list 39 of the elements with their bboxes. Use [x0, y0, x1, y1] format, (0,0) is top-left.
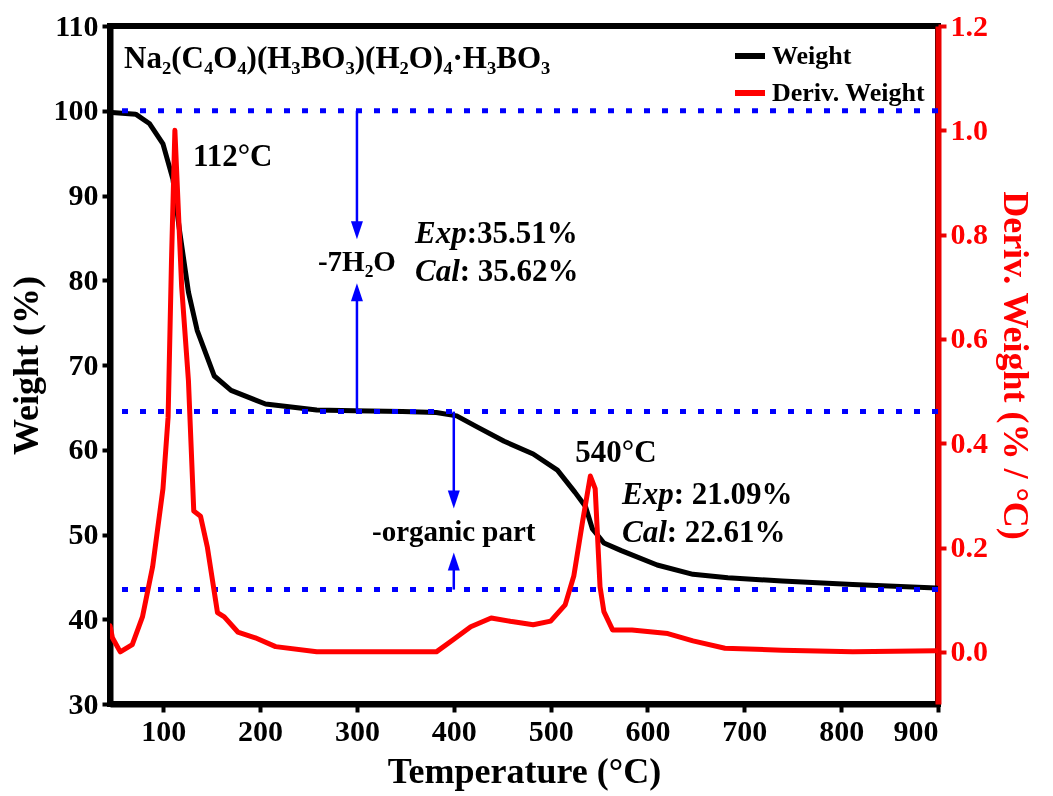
x-axis-title: Temperature (°C) — [387, 750, 662, 791]
y2-tick-label: 0.4 — [950, 425, 988, 459]
y2-tick-label: 1.2 — [950, 8, 988, 42]
y-tick-label: 80 — [68, 262, 99, 296]
y2-tick-label: 0.0 — [950, 634, 988, 668]
text: Na₂(C₄O₄)(H₃BO₃)(H₂O)₄·H₃BO₃ — [124, 40, 551, 75]
y-tick-label: 40 — [68, 601, 99, 635]
y2-axis-title: Deriv. Weight (% / °C) — [996, 191, 1036, 540]
x-tick-label: 100 — [141, 713, 187, 747]
legend-label: Weight — [772, 41, 852, 70]
annotation: 540°C — [575, 434, 657, 470]
annotation: Cal: 22.61% — [622, 513, 786, 549]
y-tick-label: 70 — [68, 347, 99, 381]
x-tick-label: 600 — [625, 713, 671, 747]
annotation: Cal: 35.62% — [415, 253, 579, 289]
x-tick-label: 300 — [334, 713, 380, 747]
x-tick-label: 900 — [893, 713, 939, 747]
y-tick-label: 30 — [68, 686, 99, 720]
annotation: 112°C — [192, 138, 273, 174]
y2-tick-label: 1.0 — [950, 112, 988, 146]
y-axis-title: Weight (%) — [5, 276, 46, 455]
y2-tick-label: 0.8 — [950, 217, 988, 251]
annotation: Exp: 21.09% — [621, 475, 793, 511]
x-tick-label: 700 — [722, 713, 768, 747]
x-tick-label: 200 — [238, 713, 284, 747]
x-tick-label: 500 — [528, 713, 574, 747]
annotation: -organic part — [372, 514, 536, 547]
legend-label: Deriv. Weight — [772, 78, 925, 107]
y-tick-label: 110 — [55, 8, 99, 42]
y-tick-label: 50 — [68, 517, 99, 550]
y-tick-label: 60 — [68, 432, 99, 466]
x-tick-label: 400 — [431, 713, 477, 747]
y-tick-label: 100 — [53, 93, 99, 127]
y-tick-label: 90 — [68, 178, 99, 211]
x-tick-label: 800 — [819, 713, 865, 747]
annotation: -7H₂O — [317, 245, 396, 278]
annotation: Exp:35.51% — [414, 215, 578, 251]
y2-tick-label: 0.2 — [950, 530, 988, 564]
y2-tick-label: 0.6 — [950, 321, 988, 355]
